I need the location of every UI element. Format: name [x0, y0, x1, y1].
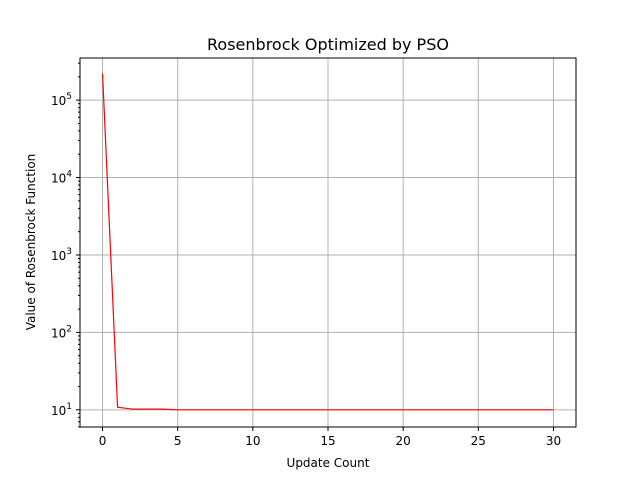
x-axis-label: Update Count	[287, 456, 370, 470]
y-tick-label: 103	[51, 247, 72, 263]
grid	[80, 58, 576, 427]
y-tick-label: 101	[51, 402, 72, 418]
y-tick-label: 105	[51, 92, 72, 108]
y-tick-label: 104	[51, 170, 72, 186]
x-tick-label: 5	[174, 434, 182, 448]
x-tick-label: 0	[99, 434, 107, 448]
y-tick-label: 102	[51, 324, 72, 340]
x-tick-label: 25	[471, 434, 486, 448]
x-tick-label: 15	[320, 434, 335, 448]
x-tick-label: 20	[396, 434, 411, 448]
y-axis-label: Value of Rosenbrock Function	[24, 154, 38, 331]
series-line	[101, 73, 554, 411]
ticks: 0 5 10 15 20 25 30 101 102 103 104 105	[51, 62, 561, 448]
series-layer	[101, 73, 554, 411]
x-tick-label: 10	[245, 434, 260, 448]
chart-title: Rosenbrock Optimized by PSO	[207, 35, 449, 54]
x-tick-label: 30	[546, 434, 561, 448]
